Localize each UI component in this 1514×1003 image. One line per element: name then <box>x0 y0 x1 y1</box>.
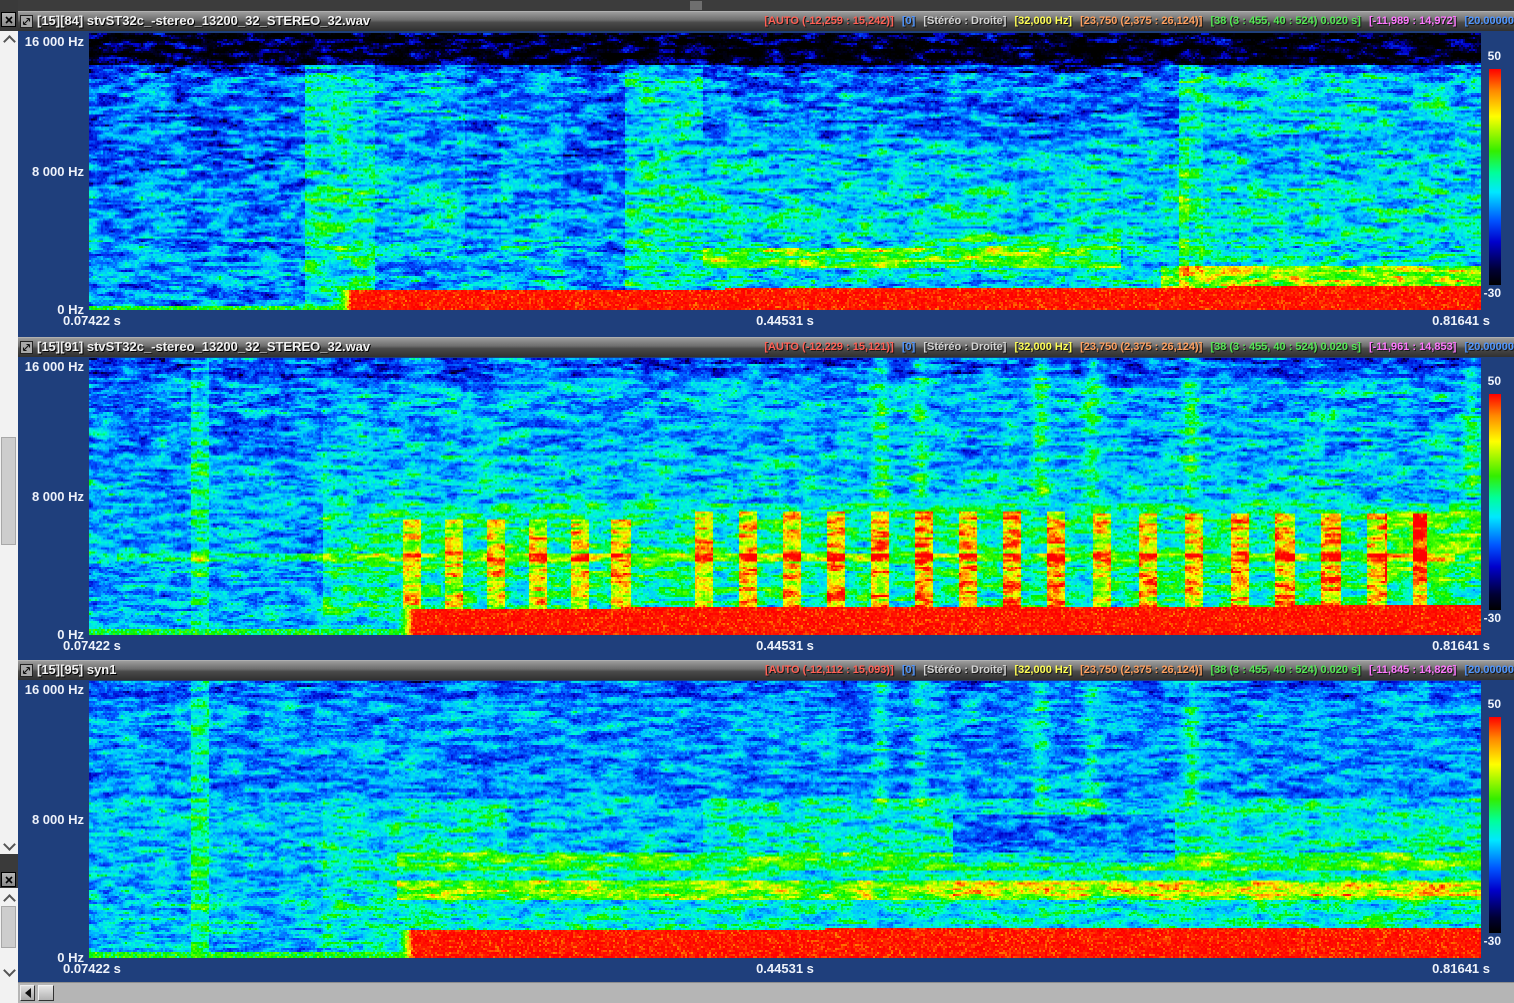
panel-content: 16 000 Hz 8 000 Hz 0 Hz 50 -30 0.07422 s… <box>18 358 1514 660</box>
detach-resize-icon[interactable] <box>20 664 33 677</box>
freq-axis-label: 8 000 Hz <box>31 488 84 504</box>
status-field: [AUTO (-12,112 : 15,093)] <box>764 664 894 676</box>
time-axis-label: 0.07422 s <box>63 638 121 653</box>
panel-content: 16 000 Hz 8 000 Hz 0 Hz 50 -30 0.07422 s… <box>18 681 1514 982</box>
scale-max-label: 50 <box>1487 49 1501 63</box>
freq-axis-label: 16 000 Hz <box>24 682 84 697</box>
plot-area: 16 000 Hz 8 000 Hz 0 Hz 50 -30 <box>18 358 1514 642</box>
close-icon <box>4 875 13 884</box>
status-field: [23,750 (2,375 : 26,124)] <box>1080 15 1203 27</box>
time-axis-label: 0.81641 s <box>1432 961 1490 976</box>
time-axis-label: 0.44531 s <box>756 638 814 653</box>
scroll-down-icon[interactable] <box>0 839 18 853</box>
status-field: [-11,989 : 14,972] <box>1368 15 1457 27</box>
spectrogram-canvas[interactable] <box>89 358 1481 635</box>
time-axis-label: 0.81641 s <box>1432 638 1490 653</box>
diagonal-arrow-icon <box>22 343 31 352</box>
panel-content: 16 000 Hz 8 000 Hz 0 Hz 50 -30 0.07422 s… <box>18 33 1514 337</box>
status-field: [AUTO (-12,229 : 15,121)] <box>764 341 894 353</box>
status-field: [Stéréo : Droite] <box>923 15 1007 27</box>
status-field: [-11,961 : 14,853] <box>1368 341 1457 353</box>
diagonal-arrow-icon <box>22 666 31 675</box>
freq-axis-label: 0 Hz <box>57 302 84 317</box>
scroll-down-icon[interactable] <box>0 965 18 979</box>
status-field: [32,000 Hz] <box>1014 341 1072 353</box>
close-pane-button[interactable] <box>1 12 16 27</box>
status-field: [38 (3 : 455, 40 : 524) 0.020 s] <box>1210 15 1361 27</box>
freq-axis-label: 16 000 Hz <box>24 34 84 49</box>
color-scale-bar <box>1489 394 1501 610</box>
plot-area: 16 000 Hz 8 000 Hz 0 Hz 50 -30 <box>18 681 1514 965</box>
panel-status-readout: [AUTO (-12,229 : 15,121)] [0] [Stéréo : … <box>759 341 1514 353</box>
vertical-scrollbar-thumb[interactable] <box>1 437 16 545</box>
time-axis: 0.07422 s 0.44531 s 0.81641 s <box>18 635 1514 660</box>
scroll-up-icon[interactable] <box>0 892 18 906</box>
time-axis-label: 0.44531 s <box>756 313 814 328</box>
diagonal-arrow-icon <box>22 17 31 26</box>
status-field: [AUTO (-12,259 : 15,242)] <box>764 15 894 27</box>
status-field: [20.00000 <box>1464 15 1514 27</box>
main-area: [15][84] stvST32c_-stereo_13200_32_STERE… <box>18 0 1514 1003</box>
status-field: [23,750 (2,375 : 26,124)] <box>1080 664 1203 676</box>
horizontal-scrollbar-thumb[interactable] <box>38 985 54 1001</box>
status-field: [38 (3 : 455, 40 : 524) 0.020 s] <box>1210 664 1361 676</box>
status-field: [32,000 Hz] <box>1014 15 1072 27</box>
scale-max-label: 50 <box>1487 374 1501 388</box>
close-pane-button[interactable] <box>1 872 16 887</box>
left-scrollbar-column <box>0 0 18 1003</box>
panel-title: [15][84] stvST32c_-stereo_13200_32_STERE… <box>37 13 371 28</box>
time-axis: 0.07422 s 0.44531 s 0.81641 s <box>18 310 1514 337</box>
status-field: [Stéréo : Droite] <box>923 664 1007 676</box>
panel-status-readout: [AUTO (-12,112 : 15,093)] [0] [Stéréo : … <box>760 664 1514 676</box>
freq-axis-label: 8 000 Hz <box>31 811 84 827</box>
spectrogram-canvas[interactable] <box>89 33 1481 310</box>
time-axis-label: 0.07422 s <box>63 313 121 328</box>
detach-resize-icon[interactable] <box>20 15 33 28</box>
spectrogram-panel-2: [15][91] stvST32c_-stereo_13200_32_STERE… <box>18 337 1514 660</box>
freq-axis-label: 16 000 Hz <box>24 359 84 374</box>
scale-min-label: -30 <box>1483 611 1501 625</box>
spectrogram-panel-3: [15][95] syn1 [AUTO (-12,112 : 15,093)] … <box>18 660 1514 982</box>
color-scale-bar <box>1489 69 1501 285</box>
status-field: [38 (3 : 455, 40 : 524) 0.020 s] <box>1210 341 1361 353</box>
time-axis-label: 0.07422 s <box>63 961 121 976</box>
spectrogram-canvas[interactable] <box>89 681 1481 958</box>
panel-titlebar[interactable]: [15][84] stvST32c_-stereo_13200_32_STERE… <box>18 11 1514 31</box>
horizontal-scrollbar[interactable] <box>18 982 1514 1003</box>
detach-resize-icon[interactable] <box>20 341 33 354</box>
status-field: [0] <box>901 341 916 353</box>
scroll-left-icon[interactable] <box>20 985 35 1001</box>
plot-area: 16 000 Hz 8 000 Hz 0 Hz 50 -30 <box>18 33 1514 317</box>
spectrogram-panel-1: [15][84] stvST32c_-stereo_13200_32_STERE… <box>18 11 1514 337</box>
status-field: [23,750 (2,375 : 26,124)] <box>1080 341 1203 353</box>
scale-min-label: -30 <box>1483 934 1501 948</box>
panel-titlebar[interactable]: [15][95] syn1 [AUTO (-12,112 : 15,093)] … <box>18 660 1514 680</box>
scroll-up-icon[interactable] <box>0 33 18 47</box>
panel-title: [15][95] syn1 <box>37 662 117 677</box>
scale-max-label: 50 <box>1487 697 1501 711</box>
top-strip <box>18 0 1514 11</box>
time-axis-label: 0.81641 s <box>1432 313 1490 328</box>
color-scale-bar <box>1489 717 1501 933</box>
freq-axis-label: 0 Hz <box>57 627 84 642</box>
status-field: [32,000 Hz] <box>1014 664 1072 676</box>
status-field: [20.00000 <box>1464 664 1514 676</box>
panel-status-readout: [AUTO (-12,259 : 15,242)] [0] [Stéréo : … <box>759 15 1514 27</box>
panel-titlebar[interactable]: [15][91] stvST32c_-stereo_13200_32_STERE… <box>18 337 1514 357</box>
time-axis: 0.07422 s 0.44531 s 0.81641 s <box>18 958 1514 982</box>
time-axis-label: 0.44531 s <box>756 961 814 976</box>
status-field: [0] <box>901 664 916 676</box>
vertical-scrollbar-thumb[interactable] <box>1 906 16 948</box>
status-field: [0] <box>901 15 916 27</box>
freq-axis-label: 8 000 Hz <box>31 163 84 179</box>
freq-axis-label: 0 Hz <box>57 950 84 965</box>
scale-min-label: -30 <box>1483 286 1501 300</box>
close-icon <box>4 15 13 24</box>
status-field: [-11,845 : 14,826] <box>1368 664 1457 676</box>
status-field: [Stéréo : Droite] <box>923 341 1007 353</box>
panel-title: [15][91] stvST32c_-stereo_13200_32_STERE… <box>37 339 371 354</box>
status-field: [20.00000 <box>1464 341 1514 353</box>
splitter-handle[interactable] <box>690 1 702 10</box>
